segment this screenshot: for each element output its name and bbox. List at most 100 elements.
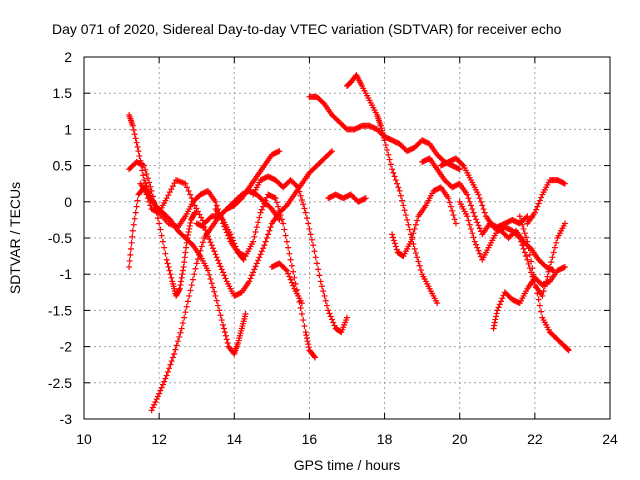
data-point: [526, 244, 533, 251]
data-point: [404, 216, 411, 223]
data-point: [499, 295, 506, 302]
data-point: [156, 390, 163, 397]
data-point: [300, 317, 307, 324]
data-point: [469, 206, 476, 213]
data-point: [528, 258, 535, 265]
data-point: [169, 354, 176, 361]
data-point: [411, 225, 418, 232]
data-point: [326, 310, 333, 317]
data-point: [133, 139, 140, 146]
y-tick-label: 1: [64, 121, 72, 137]
series-track-18: [524, 177, 568, 227]
data-point: [533, 206, 540, 213]
data-point: [177, 282, 184, 289]
data-point: [495, 304, 502, 311]
data-point: [288, 262, 295, 269]
data-point: [297, 192, 304, 199]
data-point: [178, 274, 185, 281]
data-point: [533, 284, 540, 291]
data-point: [275, 148, 282, 155]
data-point: [412, 221, 419, 228]
data-point: [524, 256, 531, 263]
data-point: [212, 198, 219, 205]
data-point: [231, 240, 238, 247]
data-point: [187, 287, 194, 294]
data-point: [186, 292, 193, 299]
data-point: [515, 233, 522, 240]
data-point: [565, 346, 572, 353]
data-point: [382, 142, 389, 149]
data-point: [385, 151, 392, 158]
data-point: [183, 244, 190, 251]
data-point: [142, 180, 149, 187]
data-point: [551, 244, 558, 251]
series-track-11: [325, 191, 369, 205]
data-point: [211, 248, 218, 255]
data-point: [144, 175, 151, 182]
data-point: [215, 302, 222, 309]
data-point: [307, 231, 314, 238]
data-point: [534, 290, 541, 297]
data-point: [316, 272, 323, 279]
data-point: [251, 233, 258, 240]
x-tick-label: 10: [76, 431, 92, 447]
data-point: [313, 260, 320, 267]
data-point: [361, 195, 368, 202]
data-point: [206, 271, 213, 278]
y-tick-label: -0.5: [48, 230, 72, 246]
data-point: [250, 238, 257, 245]
data-point: [162, 375, 169, 382]
data-point: [471, 213, 478, 220]
data-point: [305, 220, 312, 227]
data-point: [523, 234, 530, 241]
data-point: [395, 184, 402, 191]
data-point: [400, 202, 407, 209]
data-point: [276, 207, 283, 214]
series-track-19: [516, 213, 572, 354]
data-point: [232, 243, 239, 250]
data-point: [151, 401, 158, 408]
data-point: [535, 296, 542, 303]
data-point: [323, 302, 330, 309]
data-point: [412, 250, 419, 257]
data-point: [272, 195, 279, 202]
data-point: [131, 131, 138, 138]
data-point: [192, 265, 199, 272]
data-point: [134, 197, 141, 204]
data-point: [434, 300, 441, 307]
data-point: [285, 270, 292, 277]
x-tick-label: 24: [602, 431, 618, 447]
data-point: [474, 244, 481, 251]
data-point: [417, 266, 424, 273]
data-point: [126, 257, 133, 264]
data-point: [177, 329, 184, 336]
data-point: [191, 202, 198, 209]
data-point: [149, 404, 156, 411]
data-point: [166, 189, 173, 196]
data-point: [164, 260, 171, 267]
data-point: [271, 194, 278, 201]
data-point: [305, 341, 312, 348]
series-track-15: [437, 155, 557, 274]
y-tick-label: -2: [60, 339, 73, 355]
data-point: [132, 209, 139, 216]
data-point: [258, 206, 265, 213]
data-point: [447, 203, 454, 210]
data-point: [261, 200, 268, 207]
data-point: [159, 238, 166, 245]
data-point: [158, 232, 165, 239]
data-point: [282, 266, 289, 273]
data-point: [287, 256, 294, 263]
data-point: [255, 219, 262, 226]
data-point: [251, 266, 258, 273]
data-point: [157, 226, 164, 233]
data-point: [275, 203, 282, 210]
series-track-8: [250, 173, 350, 336]
data-point: [212, 251, 219, 258]
data-point: [148, 407, 155, 414]
data-point: [127, 251, 134, 258]
data-point: [322, 297, 329, 304]
data-point: [198, 243, 205, 250]
data-point: [464, 191, 471, 198]
data-point: [392, 177, 399, 184]
